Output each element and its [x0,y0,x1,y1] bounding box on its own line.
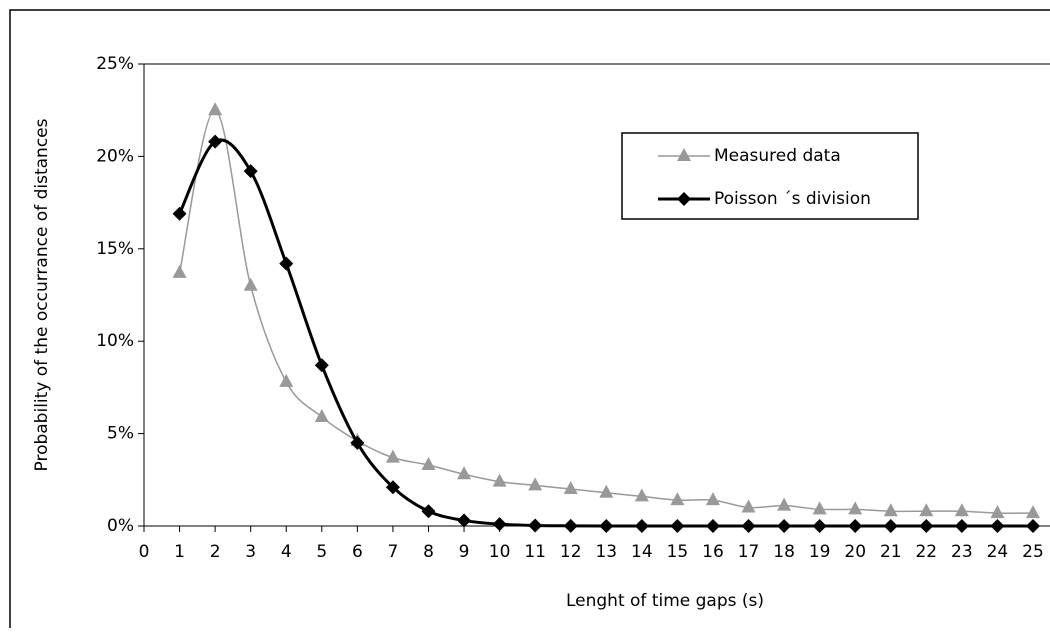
y-tick-label: 25% [96,54,134,74]
triangle-marker [919,503,934,517]
x-tick-label: 12 [560,542,582,562]
diamond-marker [741,519,756,533]
triangle-marker [954,503,969,517]
triangle-marker [385,449,400,463]
diamond-marker [919,519,934,533]
triangle-marker [1026,505,1040,519]
triangle-marker [883,503,898,517]
x-tick-label: 8 [423,542,434,562]
triangle-marker [812,501,827,515]
x-tick-label: 11 [524,542,546,562]
x-tick-label: 3 [245,542,256,562]
diamond-marker [243,164,258,179]
triangle-marker [777,497,792,511]
diamond-marker [705,519,720,533]
triangle-marker [243,277,258,291]
x-tick-label: 21 [880,542,902,562]
diamond-marker [492,517,507,532]
chart-frame [9,9,1050,632]
legend [621,132,919,220]
y-tick-label: 0% [107,516,134,536]
x-tick-label: 0 [139,542,150,562]
x-tick-label: 23 [951,542,973,562]
y-tick-label: 15% [96,239,134,259]
x-tick-label: 16 [702,542,724,562]
triangle-marker [172,264,187,278]
y-tick-label: 10% [96,331,134,351]
diamond-marker [385,480,400,495]
triangle-marker [990,505,1005,519]
diamond-marker [350,435,365,450]
x-axis-title: Lenght of time gaps (s) [566,591,764,611]
x-tick-label: 2 [210,542,221,562]
legend-marker [677,148,691,161]
diamond-marker [314,358,329,373]
y-axis-title: Probability of the occurrance of distanc… [32,118,52,471]
triangle-marker [670,492,685,506]
x-tick-label: 20 [844,542,866,562]
y-tick-label: 20% [96,146,134,166]
diamond-marker [208,134,223,149]
triangle-marker [457,466,472,480]
x-tick-label: 22 [915,542,937,562]
x-tick-label: 19 [809,542,831,562]
diamond-marker [599,519,614,533]
x-tick-label: 10 [489,542,511,562]
diamond-marker [883,519,898,533]
diamond-marker [954,519,969,533]
legend-label: Measured data [714,146,841,166]
triangle-marker [741,499,756,513]
series-line [178,109,1034,514]
diamond-marker [563,518,578,533]
diamond-marker [670,519,685,533]
x-tick-label: 5 [316,542,327,562]
diamond-marker [279,256,294,271]
x-tick-label: 9 [459,542,470,562]
diamond-marker [634,519,649,533]
diamond-marker [848,519,863,533]
diamond-marker [777,519,792,533]
x-tick-label: 17 [738,542,760,562]
x-tick-label: 18 [773,542,795,562]
triangle-marker [421,457,436,471]
triangle-marker [528,477,543,491]
diamond-marker [457,513,472,528]
x-tick-label: 14 [631,542,653,562]
legend-label: Poisson ´s division [714,189,871,209]
diamond-marker [1026,519,1040,533]
triangle-marker [279,373,294,387]
x-tick-label: 1 [174,542,185,562]
x-tick-label: 6 [352,542,363,562]
x-tick-label: 4 [281,542,292,562]
x-tick-label: 25 [1022,542,1044,562]
x-tick-label: 7 [388,542,399,562]
x-tick-label: 24 [987,542,1009,562]
diamond-marker [528,518,543,533]
diamond-marker [172,206,187,221]
triangle-marker [563,481,578,495]
triangle-marker [492,473,507,487]
y-tick-label: 5% [107,424,134,444]
diamond-marker [812,519,827,533]
triangle-marker [634,488,649,502]
x-tick-label: 15 [667,542,689,562]
legend-marker [677,192,691,206]
triangle-marker [848,501,863,515]
x-tick-label: 13 [595,542,617,562]
triangle-marker [705,492,720,506]
triangle-marker [599,484,614,498]
diamond-marker [421,504,436,519]
diamond-marker [990,519,1005,533]
triangle-marker [208,102,223,116]
triangle-marker [314,408,329,422]
